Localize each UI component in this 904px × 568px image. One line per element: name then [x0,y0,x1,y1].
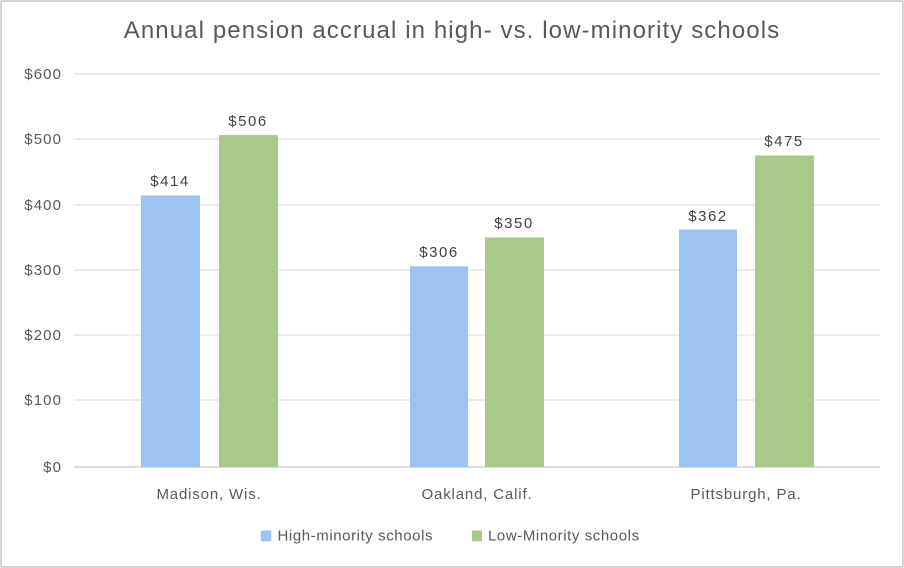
svg-text:Madison, Wis.: Madison, Wis. [156,486,261,503]
svg-text:$300: $300 [24,262,62,279]
svg-text:$306: $306 [419,244,459,261]
svg-text:$414: $414 [150,173,190,190]
svg-text:Pittsburgh, Pa.: Pittsburgh, Pa. [691,486,802,503]
svg-text:$350: $350 [494,215,534,232]
svg-text:High-minority schools: High-minority schools [278,528,434,545]
svg-text:$506: $506 [228,113,268,130]
svg-text:$475: $475 [764,133,804,150]
svg-text:$100: $100 [24,392,62,409]
svg-text:$0: $0 [43,459,62,476]
svg-text:$362: $362 [688,208,728,225]
svg-text:$400: $400 [24,197,62,214]
svg-text:Low-Minority schools: Low-Minority schools [488,528,640,545]
svg-text:$600: $600 [24,66,62,83]
svg-text:$500: $500 [24,131,62,148]
svg-text:$200: $200 [24,327,62,344]
svg-text:Oakland, Calif.: Oakland, Calif. [422,486,533,503]
